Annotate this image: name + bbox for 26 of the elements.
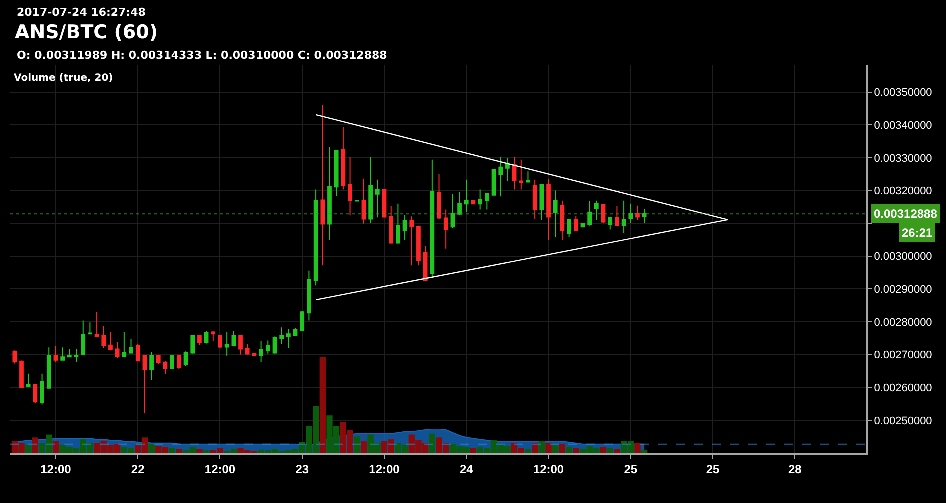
chart-subtitle: O: 0.00311989 H: 0.00314333 L: 0.00310000 C: 0.00312888 [17, 49, 388, 62]
y-tick-label: 0.00260000 [874, 382, 932, 395]
x-tick-label: 25 [706, 462, 720, 476]
x-tick-label: 12:00 [533, 462, 564, 476]
text: 26:21 [902, 226, 934, 240]
ref-line-label: 0.00312888 [874, 207, 938, 221]
x-tick-label: 23 [296, 462, 310, 476]
x-tick-label: 22 [131, 462, 146, 476]
y-tick-label: 0.00340000 [874, 120, 932, 132]
x-tick-label: 12:00 [369, 462, 400, 476]
x-tick-label: 24 [460, 462, 474, 476]
chart-title: Volume (true, 20) [14, 73, 114, 84]
x-tick-label: 12:00 [204, 462, 236, 476]
x-tick-label: 28 [788, 462, 802, 476]
y-tick-label: 0.00290000 [874, 284, 932, 296]
x-tick-label: 25 [624, 462, 638, 476]
y-tick-label: 0.00280000 [874, 316, 932, 329]
y-tick-label: 0.00330000 [874, 152, 932, 165]
y-tick-label: 0.00320000 [874, 186, 932, 198]
x-tick-label: 12:00 [40, 462, 72, 476]
y-tick-label: 0.00300000 [874, 251, 932, 264]
y-tick-label: 0.00250000 [874, 415, 932, 428]
text: 2017-07-24 16:27:48 [17, 6, 146, 19]
y-tick-label: 0.00270000 [874, 350, 932, 362]
chart-title: ANS/BTC (60) [15, 22, 158, 44]
y-tick-label: 0.00350000 [874, 87, 932, 100]
